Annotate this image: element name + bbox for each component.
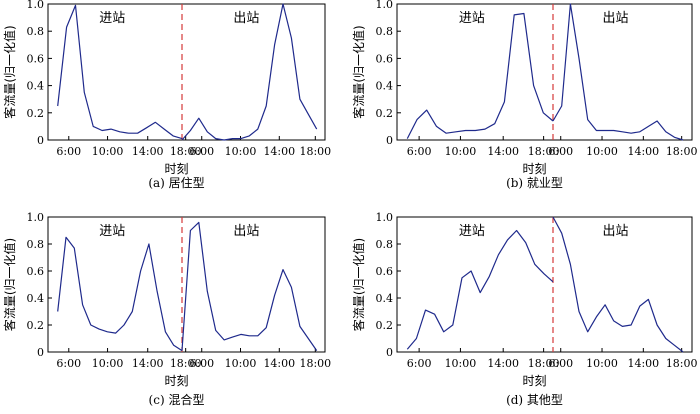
y-tick-label: 0.8 — [27, 25, 45, 38]
y-axis-label: 客流量(归一化值) — [2, 238, 17, 331]
x-tick-label: 10:00 — [92, 357, 124, 370]
panel-caption: (b) 就业型 — [506, 176, 563, 190]
region-label-exit: 出站 — [603, 11, 629, 26]
x-tick-label: 14:00 — [263, 145, 295, 158]
region-label-entry: 进站 — [459, 11, 485, 26]
y-tick-label: 0.2 — [27, 319, 45, 332]
x-tick-label: 18:00 — [299, 145, 331, 158]
x-tick-label: 14:00 — [263, 357, 295, 370]
x-tick-label: 6:00 — [56, 357, 81, 370]
region-label-entry: 进站 — [99, 11, 125, 26]
x-axis-label: 时刻 — [522, 162, 546, 176]
exit-series-line — [181, 221, 318, 351]
region-label-entry: 进站 — [99, 224, 125, 239]
y-tick-label: 0.6 — [376, 52, 394, 65]
plot-frame — [396, 3, 693, 141]
x-tick-label: 18:00 — [528, 357, 560, 370]
plot-frame — [47, 3, 326, 141]
panel-caption: (d) 其他型 — [506, 393, 563, 407]
x-tick-label: 6:00 — [407, 357, 432, 370]
y-tick-label: 1.0 — [376, 0, 394, 11]
entry-series-line — [57, 236, 183, 352]
x-tick-label: 6:00 — [56, 145, 81, 158]
x-tick-label: 14:00 — [627, 145, 659, 158]
panel-mixed: 00.20.40.60.81.06:00 10:00 14:00 18:006:00 1… — [2, 211, 331, 407]
y-tick-label: 0.8 — [376, 238, 394, 251]
exit-series-line — [552, 3, 684, 141]
x-tick-label: 6:00 — [407, 145, 432, 158]
y-tick-label: 0.2 — [376, 319, 394, 332]
y-tick-label: 0.6 — [376, 265, 394, 278]
entry-series-line — [406, 12, 554, 139]
x-tick-label: 10:00 — [225, 357, 257, 370]
y-tick-label: 0 — [37, 346, 44, 359]
panel-caption: (a) 居住型 — [148, 176, 204, 190]
y-tick-label: 0.2 — [376, 107, 394, 120]
x-tick-label: 14:00 — [132, 145, 164, 158]
x-tick-label: 18:00 — [170, 357, 202, 370]
y-tick-label: 1.0 — [376, 211, 394, 224]
x-tick-label: 10:00 — [225, 145, 257, 158]
plot-frame — [47, 216, 326, 353]
x-tick-label: 10:00 — [92, 145, 124, 158]
y-tick-label: 0.6 — [27, 265, 45, 278]
y-tick-label: 0.6 — [27, 52, 45, 65]
y-tick-label: 0 — [37, 134, 44, 147]
entry-series-line — [57, 4, 183, 140]
x-tick-label: 14:00 — [627, 357, 659, 370]
y-axis-label: 客流量(归一化值) — [351, 25, 366, 118]
region-label-entry: 进站 — [459, 224, 485, 239]
x-tick-label: 6:00 — [548, 145, 573, 158]
region-label-exit: 出站 — [233, 11, 259, 26]
x-axis-label: 时刻 — [164, 162, 188, 176]
y-tick-label: 0.4 — [27, 292, 45, 305]
x-tick-label: 18:00 — [666, 145, 698, 158]
x-tick-label: 6:00 — [189, 357, 214, 370]
panel-caption: (c) 混合型 — [149, 392, 205, 407]
region-label-exit: 出站 — [603, 224, 629, 239]
y-tick-label: 0.8 — [27, 238, 45, 251]
y-axis-label: 客流量(归一化值) — [2, 25, 17, 118]
x-tick-label: 18:00 — [299, 357, 331, 370]
x-tick-label: 10:00 — [586, 357, 618, 370]
region-label-exit: 出站 — [233, 224, 259, 239]
x-tick-label: 6:00 — [548, 357, 573, 370]
y-tick-label: 0.2 — [27, 107, 45, 120]
x-tick-label: 14:00 — [487, 145, 519, 158]
x-tick-label: 6:00 — [189, 145, 214, 158]
x-tick-label: 10:00 — [586, 145, 618, 158]
y-tick-label: 0.4 — [376, 80, 394, 93]
x-tick-label: 14:00 — [487, 357, 519, 370]
x-tick-label: 14:00 — [132, 357, 164, 370]
plot-frame — [396, 216, 693, 353]
y-tick-label: 0 — [386, 134, 393, 147]
exit-series-line — [181, 3, 318, 141]
x-tick-label: 10:00 — [445, 357, 477, 370]
panel-employment: 00.20.40.60.81.06:00 10:00 14:00 18:006:00 1… — [351, 0, 698, 190]
y-tick-label: 1.0 — [27, 211, 45, 224]
y-tick-label: 0.8 — [376, 25, 394, 38]
y-tick-label: 0 — [386, 346, 393, 359]
panel-other: 00.20.40.60.81.06:00 10:00 14:00 18:006:00 1… — [351, 211, 698, 407]
x-axis-label: 时刻 — [522, 374, 546, 388]
x-tick-label: 18:00 — [170, 145, 202, 158]
entry-series-line — [406, 229, 554, 350]
x-tick-label: 10:00 — [445, 145, 477, 158]
x-tick-label: 18:00 — [528, 145, 560, 158]
y-tick-label: 0.4 — [27, 80, 45, 93]
panel-residential: 00.20.40.60.81.06:00 10:00 14:00 18:006:00 1… — [2, 0, 331, 190]
x-tick-label: 18:00 — [666, 357, 698, 370]
x-axis-label: 时刻 — [164, 374, 188, 388]
exit-series-line — [552, 216, 684, 353]
y-tick-label: 1.0 — [27, 0, 45, 11]
y-tick-label: 0.4 — [376, 292, 394, 305]
y-axis-label: 客流量(归一化值) — [351, 238, 366, 331]
